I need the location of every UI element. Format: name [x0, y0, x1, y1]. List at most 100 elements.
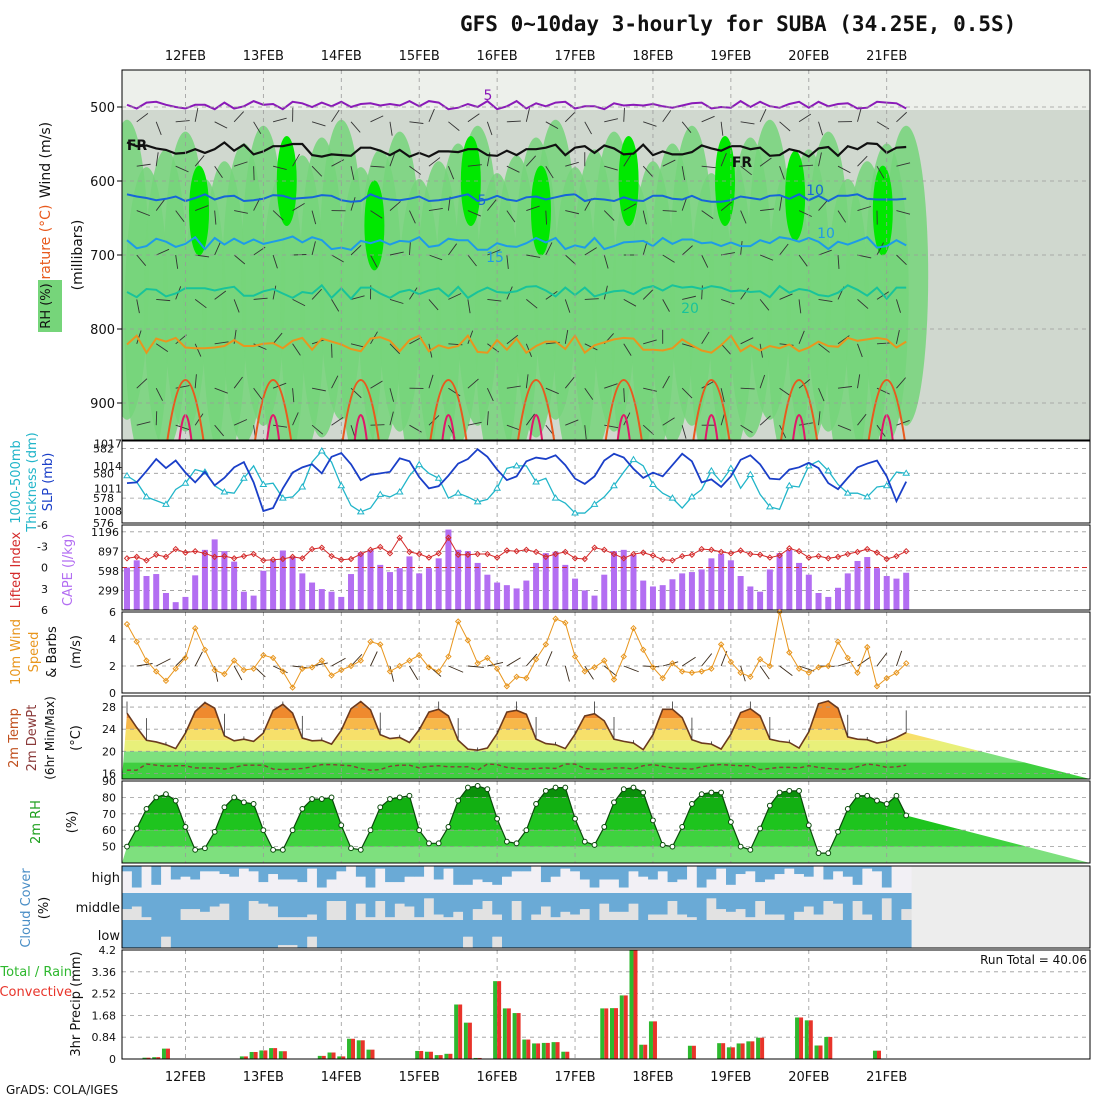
- precip-convective-bar: [526, 1040, 530, 1059]
- cloud-cell-middle: [444, 893, 454, 917]
- cloud-fill-high: [833, 871, 843, 893]
- cloud-fill-high: [210, 871, 220, 893]
- cloud-cell-low: [327, 920, 337, 948]
- cloud-fill-middle: [268, 907, 278, 921]
- cloud-cell-low: [210, 920, 220, 948]
- cloud-fill-high: [726, 885, 736, 893]
- cloud-cell-high: [288, 866, 298, 880]
- rh2m-marker: [446, 825, 451, 830]
- cloud-fill-high: [590, 888, 600, 893]
- cloud-cell-low: [375, 920, 385, 948]
- rh2m-marker: [271, 847, 276, 852]
- cape-bar: [514, 588, 520, 610]
- cloud-cell-low: [171, 920, 181, 948]
- cloud-cell-middle: [317, 893, 327, 920]
- cloud-cell-low: [297, 920, 307, 948]
- cloud-cell-low: [521, 920, 531, 948]
- precip-total-bar: [503, 1008, 507, 1059]
- contour-label: FR: [127, 138, 148, 154]
- rh-moist-area: [884, 126, 928, 426]
- cloud-fill-high: [492, 885, 502, 893]
- cape-bar: [406, 556, 412, 610]
- date-label-bottom: 20FEB: [788, 1070, 829, 1085]
- cloud-cell-low: [190, 920, 200, 948]
- cape-bar: [582, 590, 588, 610]
- cloud-fill-high: [405, 877, 415, 893]
- rh2m-marker: [203, 846, 208, 851]
- cloud-cell-middle: [151, 893, 161, 920]
- precip-total-bar: [600, 1008, 604, 1059]
- cloud-cell-low: [453, 920, 463, 948]
- cloud-cell-low: [833, 920, 843, 948]
- precip-convective-bar: [439, 1055, 443, 1059]
- precip-total-bar: [425, 1052, 429, 1059]
- cloud-cell-middle: [346, 893, 356, 920]
- run-total-label: Run Total = 40.06: [980, 953, 1087, 967]
- cloud-cell-high: [297, 866, 307, 882]
- cloud-cell-low: [697, 920, 707, 948]
- thickness-marker: [728, 465, 734, 470]
- cloud-cell-middle: [560, 893, 570, 912]
- cloud-fill-high: [336, 871, 346, 893]
- precip-convective-bar: [556, 1042, 560, 1059]
- precip-convective-bar: [809, 1020, 813, 1059]
- cloud-fill-middle: [755, 901, 765, 920]
- cape-bar: [241, 592, 247, 610]
- cloud-fill-middle: [336, 901, 346, 920]
- slp-tick-label: 1017: [94, 437, 122, 450]
- cloud-cell-high: [833, 866, 843, 871]
- thickness-marker: [553, 495, 559, 500]
- cloud-cell-high: [181, 866, 191, 877]
- rh2m-marker: [845, 806, 850, 811]
- cloud-cell-high: [434, 866, 444, 880]
- precip-total-bar: [610, 1008, 614, 1059]
- date-label-top: 16FEB: [477, 49, 518, 64]
- cloud-cell-middle: [239, 893, 249, 920]
- cloud-cell-high: [414, 866, 424, 877]
- cloud-fill-high: [570, 871, 580, 893]
- cloud-cell-high: [668, 866, 678, 882]
- precip-convective-bar: [546, 1043, 550, 1059]
- cape-bar: [387, 572, 393, 610]
- cloud-cell-low: [736, 920, 746, 948]
- cloud-cell-low: [181, 920, 191, 948]
- cape-bar: [212, 539, 218, 610]
- pressure-tick-label: 500: [90, 101, 115, 116]
- cape-bar: [562, 565, 568, 610]
- precip-total-bar: [717, 1043, 721, 1059]
- rh2m-marker: [329, 795, 334, 800]
- date-label-top: 14FEB: [321, 49, 362, 64]
- cloud-fill-high: [453, 885, 463, 893]
- wind-barb-10m: [624, 666, 639, 672]
- cape-bar: [377, 565, 383, 610]
- cloud-cell-middle: [755, 893, 765, 901]
- rh2m-marker: [738, 844, 743, 849]
- cloud-cell-middle: [638, 893, 648, 920]
- cloud-cell-low: [707, 920, 717, 948]
- cloud-fill-high: [502, 877, 512, 893]
- cloud-fill-high: [843, 877, 853, 893]
- rh2m-marker: [563, 785, 568, 790]
- cape-bar: [611, 551, 617, 610]
- cloud-fill-middle: [366, 917, 376, 920]
- cloud-level-label: low: [98, 929, 121, 944]
- cloud-cell-low: [258, 920, 268, 948]
- rh2m-marker: [777, 790, 782, 795]
- cloud-fill-middle: [775, 915, 785, 920]
- cloud-cell-middle: [872, 893, 882, 920]
- ylabel-thickness: 1000-500mb: [9, 440, 24, 524]
- cloud-fill-high: [375, 869, 385, 893]
- cloud-cell-high: [122, 866, 132, 871]
- cloud-cell-low: [775, 920, 785, 948]
- wind-barb-10m: [896, 651, 901, 666]
- contour-label: 10: [806, 183, 824, 199]
- cloud-cell-low: [317, 920, 327, 948]
- rh2m-marker: [806, 823, 811, 828]
- rh-saturated-area: [364, 180, 384, 270]
- cloud-fill-high: [249, 871, 259, 893]
- rh2m-marker: [767, 803, 772, 808]
- cloud-fill-high: [599, 880, 609, 894]
- cloud-cell-high: [882, 866, 892, 888]
- cloud-cell-low: [229, 920, 239, 948]
- thickness-marker: [708, 468, 714, 473]
